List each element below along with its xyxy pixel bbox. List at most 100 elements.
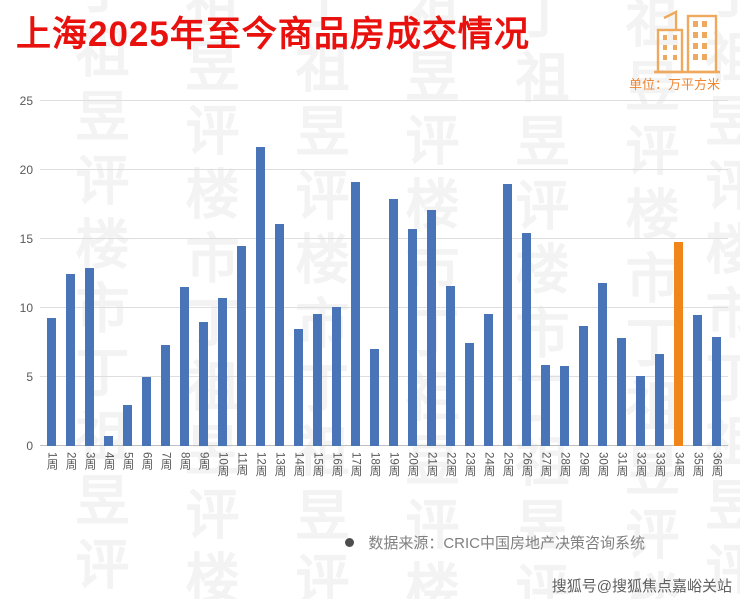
x-tick-slot: 33周 bbox=[650, 446, 669, 508]
bar-slot bbox=[707, 101, 726, 446]
bar-slot bbox=[365, 101, 384, 446]
header: 上海2025年至今商品房成交情况 bbox=[0, 0, 740, 74]
bar-slot bbox=[441, 101, 460, 446]
x-tick-label: 15周 bbox=[311, 452, 324, 477]
x-tick-slot: 1周 bbox=[42, 446, 61, 508]
x-tick-label: 35周 bbox=[691, 452, 704, 477]
x-axis-labels: 1周 2周 3周 4周 5周 6周 7周 8周 9周 10周 11周 12周 13周 14周 15周 16周 1… bbox=[40, 446, 728, 508]
x-tick-label: 33周 bbox=[653, 452, 666, 477]
x-tick-label: 22周 bbox=[444, 452, 457, 477]
bar-18周 bbox=[370, 349, 379, 446]
bar-34周 bbox=[674, 241, 683, 446]
gridline bbox=[40, 376, 728, 377]
x-tick-label: 25周 bbox=[501, 452, 514, 477]
bar-slot bbox=[593, 101, 612, 446]
x-tick-slot: 31周 bbox=[612, 446, 631, 508]
x-tick-label: 19周 bbox=[387, 452, 400, 477]
bar-chart: 0 5 10 15 20 25 1周 2周 3周 4周 5周 6周 7周 8周 9周 10周 11周 12周 13… bbox=[0, 94, 740, 508]
buildings-icon bbox=[654, 10, 720, 74]
x-tick-label: 36周 bbox=[710, 452, 723, 477]
x-tick-slot: 6周 bbox=[137, 446, 156, 508]
bar-slot bbox=[80, 101, 99, 446]
source-line: 数据来源：CRIC中国房地产决策咨询系统 bbox=[0, 532, 740, 553]
bar-slot bbox=[42, 101, 61, 446]
x-tick-slot: 2周 bbox=[61, 446, 80, 508]
bar-17周 bbox=[351, 182, 360, 446]
x-tick-slot: 26周 bbox=[517, 446, 536, 508]
x-tick-slot: 12周 bbox=[251, 446, 270, 508]
bar-slot bbox=[118, 101, 137, 446]
bar-slot bbox=[99, 101, 118, 446]
x-tick-label: 12周 bbox=[254, 452, 267, 477]
x-tick-label: 26周 bbox=[520, 452, 533, 477]
bar-slot bbox=[175, 101, 194, 446]
bar-15周 bbox=[313, 313, 322, 446]
bar-12周 bbox=[256, 146, 265, 446]
gridline bbox=[40, 100, 728, 101]
x-tick-label: 11周 bbox=[235, 452, 248, 476]
x-tick-slot: 28周 bbox=[555, 446, 574, 508]
bar-24周 bbox=[484, 313, 493, 446]
x-tick-label: 6周 bbox=[140, 452, 153, 470]
x-tick-slot: 8周 bbox=[175, 446, 194, 508]
x-tick-slot: 16周 bbox=[327, 446, 346, 508]
bar-slot bbox=[403, 101, 422, 446]
x-tick-slot: 29周 bbox=[574, 446, 593, 508]
bar-slot bbox=[479, 101, 498, 446]
gridline bbox=[40, 238, 728, 239]
bar-9周 bbox=[199, 321, 208, 446]
x-tick-slot: 10周 bbox=[213, 446, 232, 508]
bar-slot bbox=[688, 101, 707, 446]
bar-2周 bbox=[66, 273, 75, 446]
x-tick-label: 14周 bbox=[292, 452, 305, 477]
x-tick-slot: 21周 bbox=[422, 446, 441, 508]
bar-5周 bbox=[123, 404, 132, 446]
x-tick-slot: 3周 bbox=[80, 446, 99, 508]
x-tick-label: 7周 bbox=[159, 452, 172, 470]
x-tick-label: 10周 bbox=[216, 452, 229, 477]
x-tick-label: 29周 bbox=[577, 452, 590, 477]
unit-label: 单位：万平方米 bbox=[628, 77, 720, 92]
x-tick-slot: 11周 bbox=[232, 446, 251, 508]
x-tick-label: 31周 bbox=[615, 452, 628, 477]
x-tick-label: 4周 bbox=[102, 452, 115, 470]
bullet-icon bbox=[345, 538, 355, 547]
bar-32周 bbox=[636, 375, 645, 446]
x-tick-label: 28周 bbox=[558, 452, 571, 477]
y-tick-label: 20 bbox=[19, 163, 33, 177]
x-tick-slot: 36周 bbox=[707, 446, 726, 508]
x-tick-label: 9周 bbox=[197, 452, 210, 470]
bar-slot bbox=[137, 101, 156, 446]
bar-3周 bbox=[85, 267, 94, 446]
x-tick-label: 13周 bbox=[273, 452, 286, 477]
x-tick-label: 20周 bbox=[406, 452, 419, 477]
y-tick-label: 25 bbox=[19, 94, 33, 108]
x-tick-label: 34周 bbox=[672, 452, 685, 477]
bar-1周 bbox=[47, 317, 56, 446]
x-tick-label: 23周 bbox=[463, 452, 476, 477]
bar-29周 bbox=[579, 325, 588, 446]
x-tick-label: 3周 bbox=[83, 452, 96, 470]
x-tick-slot: 19周 bbox=[384, 446, 403, 508]
bar-slot bbox=[61, 101, 80, 446]
x-tick-slot: 14周 bbox=[289, 446, 308, 508]
bar-30周 bbox=[598, 283, 607, 446]
plot-column: 1周 2周 3周 4周 5周 6周 7周 8周 9周 10周 11周 12周 13周 14周 15周 16周 1… bbox=[40, 100, 728, 508]
bar-4周 bbox=[104, 436, 113, 446]
x-tick-label: 17周 bbox=[349, 452, 362, 477]
x-tick-label: 8周 bbox=[178, 452, 191, 470]
x-tick-slot: 13周 bbox=[270, 446, 289, 508]
bar-slot bbox=[346, 101, 365, 446]
x-tick-label: 18周 bbox=[368, 452, 381, 477]
bar-22周 bbox=[446, 285, 455, 446]
y-tick-label: 5 bbox=[26, 370, 33, 384]
bar-26周 bbox=[522, 233, 531, 446]
corner-watermark: 搜狐号@搜狐焦点嘉峪关站 bbox=[551, 578, 732, 595]
bar-20周 bbox=[408, 229, 417, 446]
bar-27周 bbox=[541, 364, 550, 446]
bar-slot bbox=[251, 101, 270, 446]
x-tick-label: 2周 bbox=[64, 452, 77, 470]
x-tick-label: 30周 bbox=[596, 452, 609, 477]
x-tick-slot: 22周 bbox=[441, 446, 460, 508]
bar-slot bbox=[270, 101, 289, 446]
